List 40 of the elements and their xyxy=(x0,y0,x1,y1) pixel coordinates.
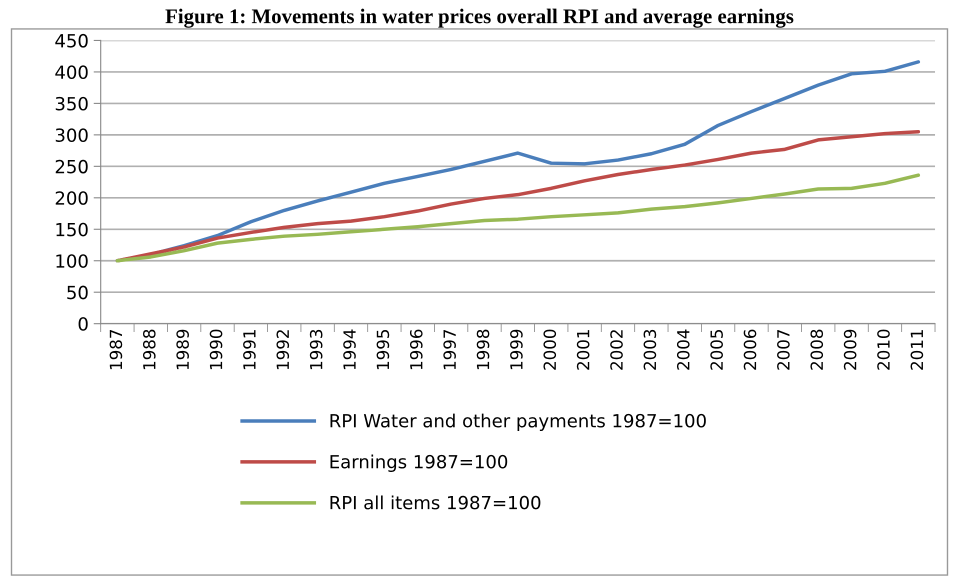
x-tick-label: 2007 xyxy=(777,330,790,370)
x-tick-label: 1997 xyxy=(443,330,456,370)
x-tick-label: 1987 xyxy=(110,330,122,370)
x-tick-label: 2009 xyxy=(844,330,856,370)
x-tick-label: 1989 xyxy=(176,330,189,370)
y-tick-label: 0 xyxy=(78,317,88,331)
y-tick-label: 200 xyxy=(56,191,88,205)
x-tick-label: 2011 xyxy=(910,330,924,370)
y-tick-label: 50 xyxy=(67,286,88,300)
x-tick-label: 1994 xyxy=(343,329,356,370)
y-tick-label: 450 xyxy=(55,34,88,48)
x-tick-label: 2005 xyxy=(710,330,723,370)
chart-title: Figure 1: Movements in water prices overall RPI and average earnings xyxy=(165,8,794,28)
legend-label: RPI Water and other payments 1987=100 xyxy=(330,414,706,432)
y-tick-label: 400 xyxy=(55,65,88,80)
line-series xyxy=(116,173,920,262)
x-tick-label: 2006 xyxy=(744,330,756,370)
x-tick-label: 2002 xyxy=(610,330,623,370)
x-tick-label: 2000 xyxy=(543,330,556,370)
y-tick-label: 100 xyxy=(56,254,88,268)
x-tick-label: 1996 xyxy=(410,330,423,370)
x-tick-label: 2010 xyxy=(877,330,890,370)
x-tick-label: 1999 xyxy=(510,330,523,370)
y-tick-label: 250 xyxy=(56,160,88,174)
y-tick-label: 300 xyxy=(56,128,88,142)
x-tick-label: 1998 xyxy=(476,330,490,370)
legend-label: Earnings 1987=100 xyxy=(330,454,508,472)
y-tick-label: 350 xyxy=(56,96,88,111)
x-tick-label: 2004 xyxy=(676,329,690,370)
x-tick-label: 2003 xyxy=(644,330,656,370)
x-tick-label: 1990 xyxy=(210,330,222,370)
x-tick-label: 2008 xyxy=(810,330,824,370)
y-tick-label: 150 xyxy=(56,222,88,236)
x-tick-label: 1991 xyxy=(243,330,256,370)
x-tick-label: 1992 xyxy=(276,330,290,370)
x-tick-label: 1988 xyxy=(142,330,156,370)
x-tick-label: 2001 xyxy=(576,330,590,370)
x-tick-label: 1995 xyxy=(376,330,390,370)
x-tick-label: 1993 xyxy=(310,330,322,370)
legend-label: RPI all items 1987=100 xyxy=(330,495,540,510)
